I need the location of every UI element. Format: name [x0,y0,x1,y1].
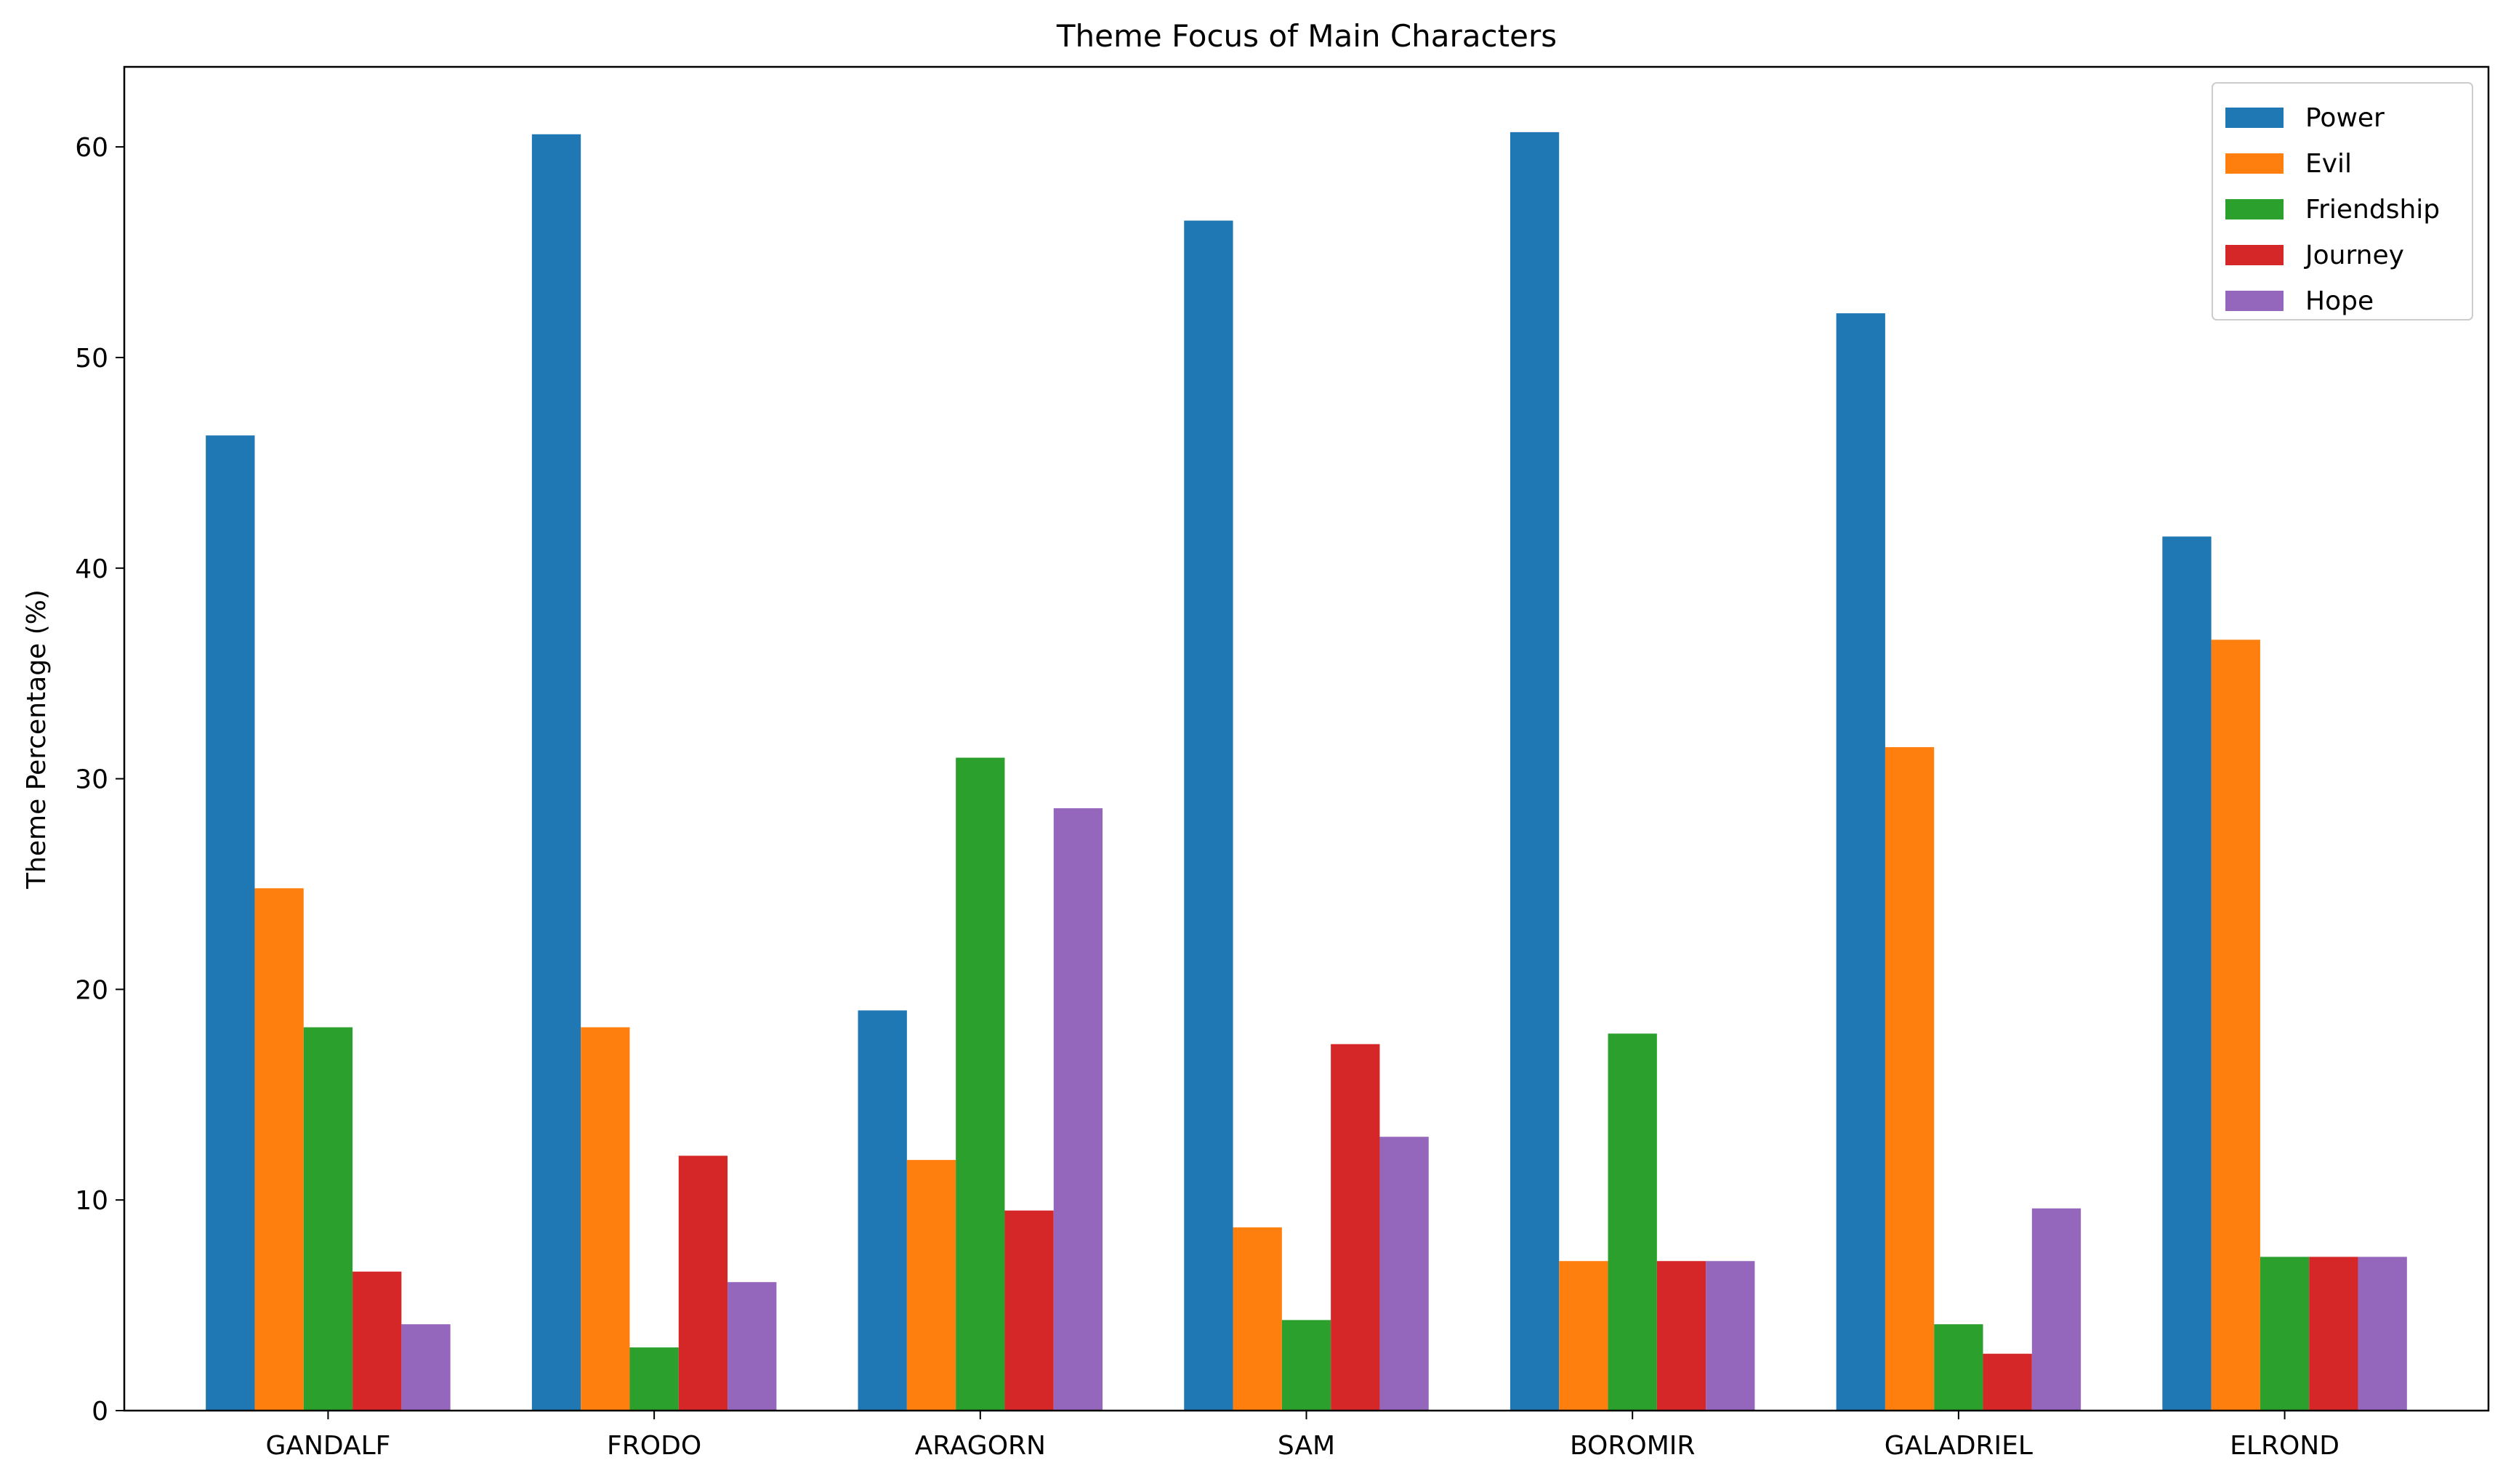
bar-friendship-aragorn [956,757,1005,1411]
x-tick-label-galadriel: GALADRIEL [1885,1431,2033,1461]
bar-friendship-elrond [2260,1257,2310,1411]
bar-power-gandalf [206,435,255,1411]
bar-friendship-sam [1281,1320,1331,1411]
axis-layer: 0 10 20 30 40 50 60 GANDALF FRODO ARAGORN SAM BOROM… [75,65,2490,1461]
y-tick-label: 30 [75,765,108,795]
bar-journey-elrond [2309,1257,2358,1411]
bar-hope-boromir [1706,1261,1755,1411]
chart-title: Theme Focus of Main Characters [1056,18,1557,54]
bar-hope-frodo [727,1282,777,1411]
bar-power-frodo [531,134,581,1411]
bar-power-elrond [2162,536,2212,1411]
y-tick-label: 10 [75,1186,108,1216]
legend-label-journey: Journey [2304,241,2404,270]
bar-friendship-galadriel [1934,1324,1983,1411]
bar-hope-gandalf [401,1324,451,1411]
bar-friendship-gandalf [303,1027,353,1411]
y-tick-label: 40 [75,555,108,584]
legend-label-friendship: Friendship [2305,195,2440,225]
bar-power-galadriel [1836,313,1885,1411]
bar-hope-sam [1379,1137,1429,1411]
x-tick-label-aragorn: ARAGORN [915,1431,1046,1461]
legend-label-evil: Evil [2305,149,2352,179]
legend-swatch-journey [2225,245,2284,265]
bar-hope-elrond [2358,1257,2407,1411]
x-tick-label-elrond: ELROND [2230,1431,2339,1461]
x-tick-label-sam: SAM [1278,1431,1335,1461]
bar-evil-boromir [1559,1261,1608,1411]
y-tick-label: 0 [92,1397,108,1427]
legend-swatch-friendship [2225,199,2284,219]
legend-label-power: Power [2305,103,2385,133]
y-tick-label: 50 [75,344,108,374]
bar-hope-aragorn [1053,808,1103,1411]
legend-swatch-power [2225,108,2284,128]
y-axis-label: Theme Percentage (%) [22,589,52,890]
bar-evil-sam [1233,1227,1282,1411]
bar-journey-gandalf [352,1271,402,1411]
bar-friendship-frodo [629,1347,679,1411]
legend-label-hope: Hope [2305,286,2374,316]
bar-journey-aragorn [1004,1210,1054,1411]
x-tick-label-gandalf: GANDALF [265,1431,390,1461]
bar-evil-gandalf [254,888,304,1411]
x-tick-label-frodo: FRODO [607,1431,701,1461]
bar-evil-frodo [581,1027,630,1411]
bar-evil-aragorn [906,1160,956,1411]
bar-journey-galadriel [1983,1353,2032,1411]
bar-journey-frodo [678,1156,728,1411]
bar-power-boromir [1510,132,1560,1411]
bar-hope-galadriel [2031,1208,2081,1411]
bars-layer [206,132,2407,1411]
bar-journey-sam [1331,1044,1380,1411]
bar-power-aragorn [858,1010,907,1411]
bar-evil-elrond [2211,640,2260,1411]
legend-swatch-evil [2225,153,2284,174]
bar-friendship-boromir [1608,1033,1657,1411]
bar-evil-galadriel [1885,747,1935,1411]
legend-swatch-hope [2225,291,2284,311]
y-tick-label: 60 [75,133,108,163]
y-tick-label: 20 [75,975,108,1005]
bar-journey-boromir [1656,1261,1706,1411]
x-tick-label-boromir: BOROMIR [1570,1431,1695,1461]
bar-power-sam [1184,220,1233,1411]
legend: Power Evil Friendship Journey Hope [2212,82,2473,320]
